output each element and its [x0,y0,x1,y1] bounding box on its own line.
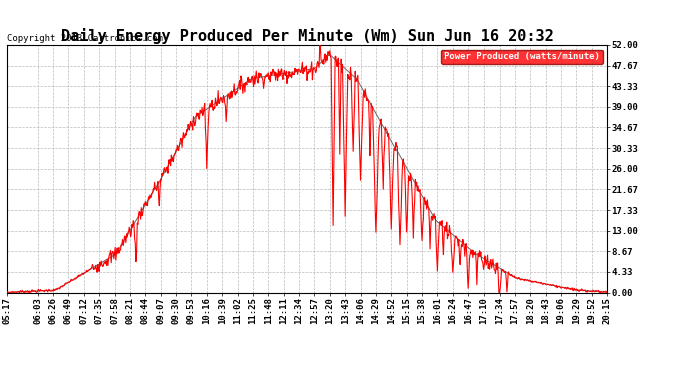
Text: Copyright 2013 Cartronics.com: Copyright 2013 Cartronics.com [7,33,163,42]
Legend: Power Produced (watts/minute): Power Produced (watts/minute) [442,50,602,64]
Title: Daily Energy Produced Per Minute (Wm) Sun Jun 16 20:32: Daily Energy Produced Per Minute (Wm) Su… [61,28,553,44]
